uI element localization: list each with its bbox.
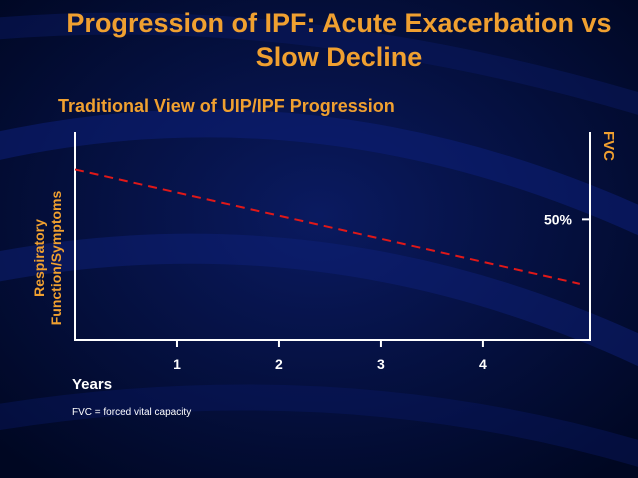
y2-axis-label: FVC: [600, 131, 617, 161]
title-line-2: Slow Decline: [255, 42, 423, 72]
chart-labels: 1 2 3 4 50% FVC RespiratoryFunction/Symptoms: [31, 131, 617, 372]
title-line-1: Progression of IPF: Acute Exacerbation v…: [66, 8, 612, 38]
footnote: FVC = forced vital capacity: [72, 407, 192, 418]
y-axis-label-line: Respiratory: [31, 219, 47, 297]
x-tick-label: 2: [275, 356, 283, 372]
y-axis-label-line: Function/Symptoms: [48, 191, 64, 326]
x-tick-label: 4: [479, 356, 487, 372]
slide-title: Progression of IPF: Acute Exacerbation v…: [40, 6, 638, 74]
y2-tick-label: 50%: [544, 211, 573, 227]
series-line: [74, 168, 581, 285]
chart-title: Traditional View of UIP/IPF Progression: [58, 96, 395, 116]
chart-axes: [74, 132, 591, 347]
chart-marks: [74, 168, 581, 285]
x-axis-label: Years: [72, 376, 113, 393]
x-tick-label: 3: [377, 356, 385, 372]
x-tick-label: 1: [173, 356, 181, 372]
y-axis-label: RespiratoryFunction/Symptoms: [31, 191, 64, 326]
